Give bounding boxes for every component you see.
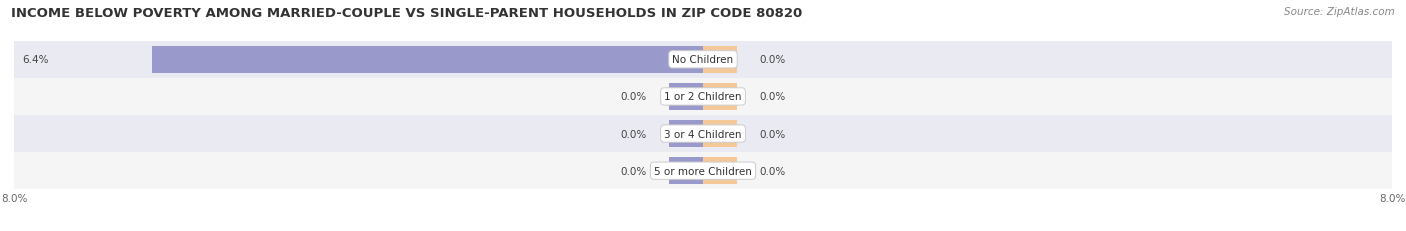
Text: 1 or 2 Children: 1 or 2 Children bbox=[664, 92, 742, 102]
Text: Source: ZipAtlas.com: Source: ZipAtlas.com bbox=[1284, 7, 1395, 17]
Text: 0.0%: 0.0% bbox=[759, 55, 785, 65]
Bar bbox=[669, 84, 703, 110]
Text: 0.0%: 0.0% bbox=[621, 92, 647, 102]
Text: INCOME BELOW POVERTY AMONG MARRIED-COUPLE VS SINGLE-PARENT HOUSEHOLDS IN ZIP COD: INCOME BELOW POVERTY AMONG MARRIED-COUPL… bbox=[11, 7, 803, 20]
Text: 0.0%: 0.0% bbox=[759, 92, 785, 102]
Bar bbox=[703, 158, 738, 184]
Text: 3 or 4 Children: 3 or 4 Children bbox=[664, 129, 742, 139]
Bar bbox=[669, 158, 703, 184]
Bar bbox=[14, 79, 1392, 116]
Bar bbox=[703, 121, 738, 147]
Bar bbox=[703, 84, 738, 110]
Text: No Children: No Children bbox=[672, 55, 734, 65]
Text: 0.0%: 0.0% bbox=[759, 129, 785, 139]
Text: 0.0%: 0.0% bbox=[621, 166, 647, 176]
Text: 6.4%: 6.4% bbox=[22, 55, 49, 65]
Bar bbox=[703, 47, 738, 73]
Text: 5 or more Children: 5 or more Children bbox=[654, 166, 752, 176]
Bar bbox=[152, 47, 703, 73]
Text: 0.0%: 0.0% bbox=[759, 166, 785, 176]
Bar bbox=[14, 116, 1392, 152]
Bar bbox=[14, 42, 1392, 79]
Bar bbox=[669, 121, 703, 147]
Text: 0.0%: 0.0% bbox=[621, 129, 647, 139]
Bar bbox=[14, 152, 1392, 189]
